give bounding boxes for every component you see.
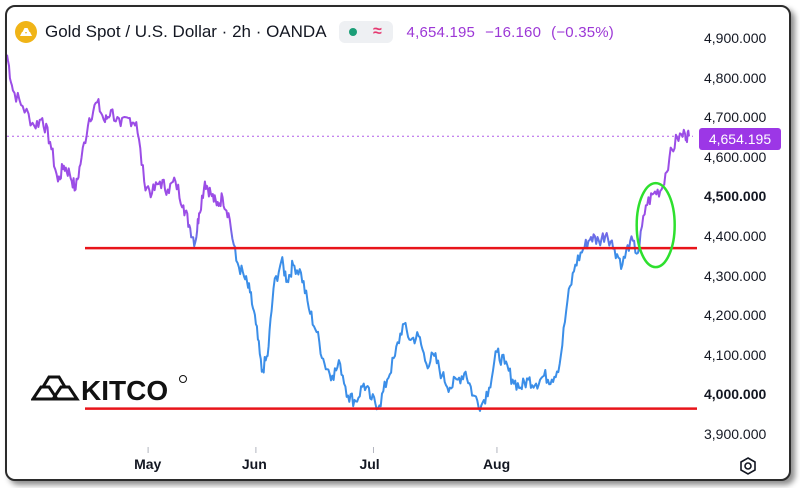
last-price: 4,654.195 [406,23,476,41]
y-tick-label: 4,600.000 [704,148,767,165]
market-status-badge[interactable]: ≈ [338,21,393,43]
y-tick-label: 3,900.000 [704,426,767,443]
y-tick-label: 4,800.000 [704,69,767,86]
y-tick-label: 4,000.000 [704,386,767,403]
y-tick-label: 4,400.000 [704,228,767,244]
y-tick-label: 4,900.000 [704,29,767,46]
wave-icon: ≈ [372,23,382,40]
y-tick-label: 4,700.000 [704,109,767,126]
x-tick-label: Jul [359,456,380,472]
symbol-title[interactable]: Gold Spot / U.S. Dollar · 2h · OANDA [45,22,327,41]
chart-header: Gold Spot / U.S. Dollar · 2h · OANDA ≈ 4… [15,19,624,45]
chart-frame: Gold Spot / U.S. Dollar · 2h · OANDA ≈ 4… [5,5,791,481]
price-series-line [7,54,690,412]
x-tick-label: Jun [241,456,267,472]
price-chart[interactable] [7,7,789,479]
x-tick-label: May [134,456,162,472]
kitco-logo-text: KITCO [81,375,168,405]
price-change-pct: (−0.35%) [551,23,615,41]
current-price-tag: 4,654.195 [699,128,781,150]
settings-gear-icon[interactable] [738,456,758,476]
y-tick-label: 4,500.000 [704,188,767,205]
x-tick-label: Aug [482,456,511,472]
y-tick-label: 4,200.000 [704,307,767,324]
market-open-dot-icon [349,28,358,36]
price-change: −16.160 [485,23,542,41]
highlight-ellipse [635,181,676,269]
y-tick-label: 4,100.000 [704,346,767,363]
gold-bars-icon [15,21,37,43]
y-tick-label: 4,300.000 [704,267,767,284]
quote-info: 4,654.195 −16.160 (−0.35%) [407,24,624,41]
kitco-watermark: KITCO [30,369,201,406]
